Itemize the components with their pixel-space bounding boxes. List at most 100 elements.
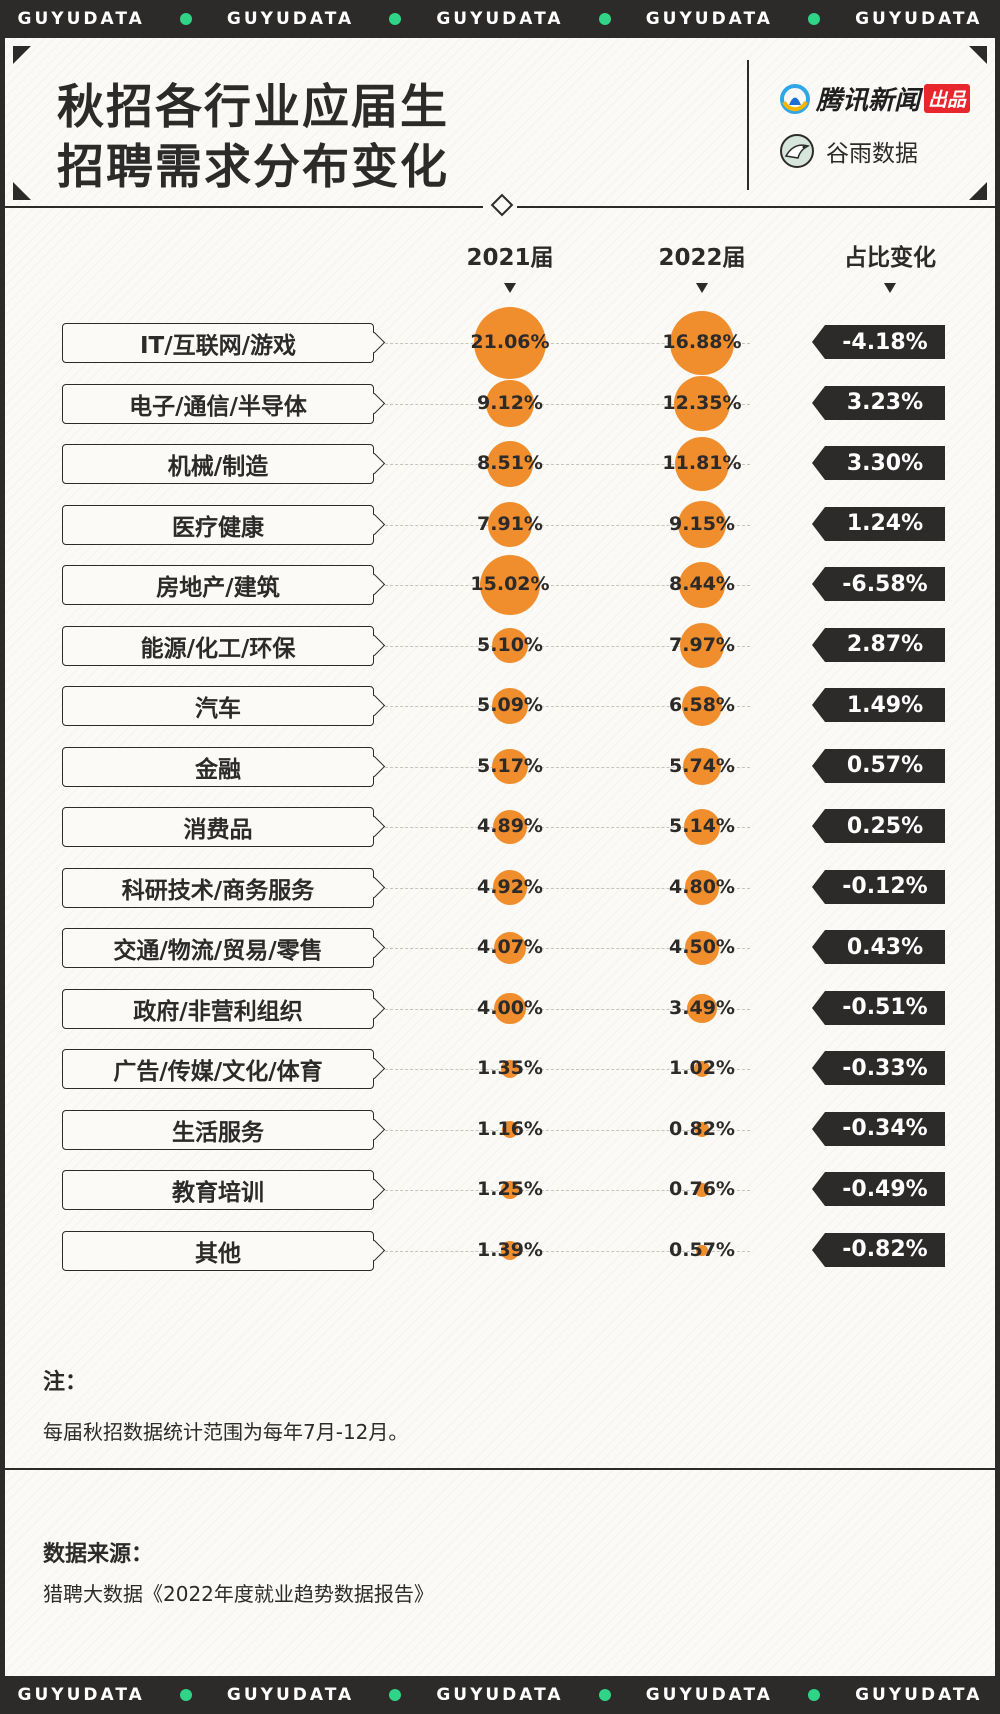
guyu-bird-icon: [780, 134, 814, 168]
bubble-2021: [474, 307, 546, 379]
dot-icon: [598, 13, 611, 25]
value-2021: 1.25%: [477, 1178, 543, 1200]
change-badge: 0.57%: [812, 748, 945, 783]
brand-divider: [747, 60, 749, 190]
value-2021: 4.07%: [477, 936, 543, 958]
value-2022: 9.15%: [669, 512, 735, 535]
row-guide-line: [380, 706, 750, 707]
table-row: 交通/物流/贸易/零售 4.07% 4.50% 0.43%: [5, 928, 995, 968]
value-2021: 1.35%: [477, 1057, 543, 1079]
value-2021: 5.10%: [477, 633, 543, 656]
guyu-data-logo: 谷雨数据: [778, 132, 918, 170]
strip-label: GUYUDATA: [226, 9, 355, 29]
strip-label: GUYUDATA: [436, 1685, 564, 1705]
row-guide-line: [380, 827, 750, 828]
category-label: 消费品: [62, 807, 374, 847]
bubble-2022: [685, 931, 719, 965]
row-guide-line: [380, 1250, 750, 1252]
category-label: 科研技术/商务服务: [62, 867, 374, 908]
row-guide-line: [380, 343, 750, 344]
table-row: 机械/制造 8.51% 11.81% 3.30%: [5, 437, 995, 491]
note-body: 每届秋招数据统计范围为每年7月-12月。: [43, 1420, 409, 1444]
table-row: 电子/通信/半导体 9.12% 12.35% 3.23%: [5, 375, 995, 432]
strip-label: GUYUDATA: [855, 9, 983, 29]
row-guide-line: [380, 645, 750, 647]
value-2022: 12.35%: [662, 391, 742, 414]
change-badge: 1.24%: [812, 506, 945, 541]
corner-triangle-icon: [13, 182, 31, 200]
row-guide-line: [380, 403, 750, 405]
bubble-2021: [492, 870, 528, 905]
row-guide-line: [380, 1008, 750, 1010]
bubble-2021: [492, 627, 528, 664]
corner-triangle-icon: [969, 46, 987, 64]
dot-icon: [179, 13, 192, 25]
category-label: 汽车: [62, 686, 374, 726]
strip-label: GUYUDATA: [17, 9, 145, 29]
bubble-2022: [694, 1122, 710, 1137]
change-badge: -6.58%: [812, 567, 945, 601]
dot-icon: [808, 1689, 821, 1701]
bubble-2022: [675, 437, 729, 491]
table-row: 房地产/建筑 15.02% 8.44% -6.58%: [5, 554, 995, 616]
table-row: 生活服务 1.16% 0.82% -0.34%: [5, 1109, 995, 1150]
column-header-change: 占比变化: [844, 245, 936, 271]
change-badge: -0.49%: [812, 1172, 945, 1206]
change-badge: -0.33%: [812, 1051, 945, 1085]
row-guide-line: [380, 585, 750, 586]
dot-icon: [389, 1689, 402, 1701]
table-row: IT/互联网/游戏 21.06% 16.88% -4.18%: [5, 307, 995, 379]
bubble-2021: [486, 379, 534, 428]
category-label: 房地产/建筑: [62, 565, 374, 605]
bubble-2022: [678, 500, 726, 549]
row-guide-line: [380, 887, 750, 889]
table-row: 能源/化工/环保 5.10% 7.97% 2.87%: [5, 623, 995, 668]
value-2021: 21.06%: [470, 331, 550, 353]
table-row: 其他 1.39% 0.57% -0.82%: [5, 1230, 995, 1271]
corner-triangle-icon: [969, 182, 987, 200]
bubble-2022: [683, 747, 721, 786]
value-2022: 8.44%: [669, 573, 735, 595]
row-guide-line: [380, 948, 750, 949]
change-badge: 1.49%: [812, 688, 945, 722]
dot-icon: [389, 13, 402, 25]
dot-icon: [808, 13, 821, 25]
infographic-panel: 秋招各行业应届生 招聘需求分布变化 腾讯新闻 出品 谷雨数据 2021届 202…: [5, 38, 995, 1676]
dot-icon: [598, 1689, 611, 1701]
column-header-2021: 2021届: [466, 245, 554, 271]
bubble-2022: [696, 1244, 708, 1257]
value-2022: 0.82%: [669, 1117, 735, 1140]
bubble-2022: [679, 562, 725, 608]
source-title: 数据来源：: [43, 1542, 154, 1567]
value-2022: 0.76%: [669, 1178, 735, 1200]
change-badge: 0.25%: [812, 809, 945, 843]
down-arrow-icon: [884, 283, 896, 293]
bubble-2021: [500, 1059, 520, 1079]
bubble-2021: [492, 809, 528, 845]
change-badge: 3.30%: [812, 446, 945, 480]
row-guide-line: [380, 1069, 750, 1070]
guyu-data-name: 谷雨数据: [826, 141, 918, 167]
source-divider: [5, 1468, 995, 1470]
down-arrow-icon: [504, 283, 516, 293]
tencent-news-icon: [780, 83, 810, 114]
bubble-2021: [501, 1121, 519, 1138]
source-body: 猎聘大数据《2022年度就业趋势数据报告》: [43, 1582, 434, 1606]
note-title: 注：: [43, 1370, 88, 1395]
strip-label: GUYUDATA: [855, 1685, 983, 1705]
value-2022: 5.74%: [669, 754, 735, 777]
category-label: 广告/传媒/文化/体育: [62, 1049, 374, 1089]
value-2022: 0.57%: [669, 1238, 735, 1261]
value-2021: 4.92%: [477, 875, 543, 898]
table-row: 医疗健康 7.91% 9.15% 1.24%: [5, 500, 995, 549]
category-label: 交通/物流/贸易/零售: [62, 928, 374, 968]
value-2021: 5.09%: [477, 694, 543, 716]
change-badge: -0.34%: [812, 1111, 945, 1146]
category-label: 政府/非营利组织: [62, 988, 374, 1029]
bubble-2021: [479, 554, 541, 616]
category-label: 生活服务: [62, 1109, 374, 1150]
value-2021: 1.39%: [477, 1238, 543, 1261]
table-row: 政府/非营利组织 4.00% 3.49% -0.51%: [5, 988, 995, 1029]
value-2021: 7.91%: [477, 512, 543, 535]
value-2021: 15.02%: [470, 573, 550, 595]
